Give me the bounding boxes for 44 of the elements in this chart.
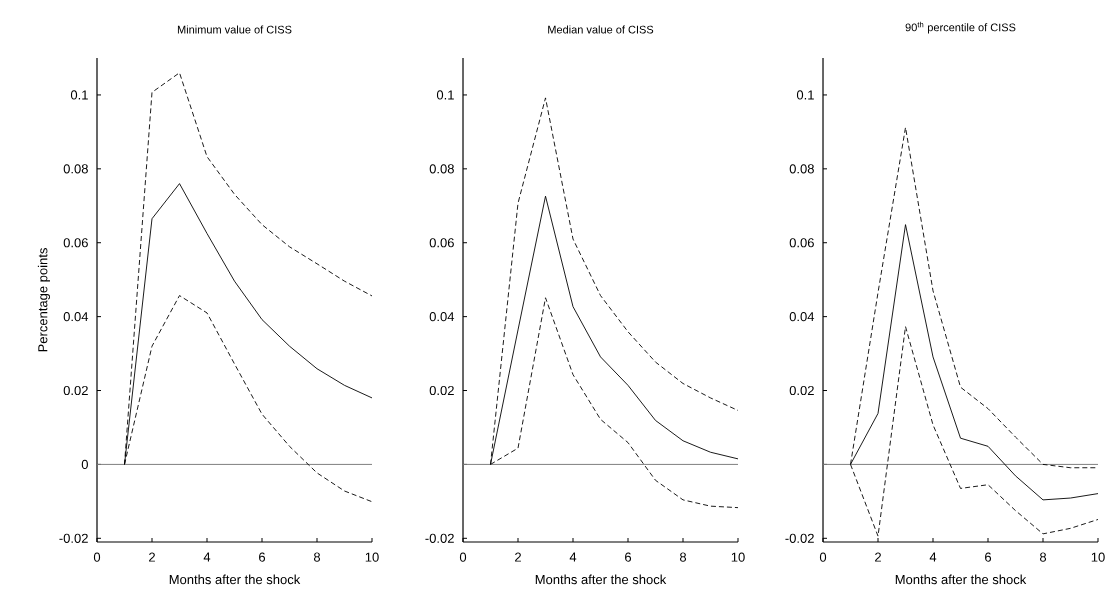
y-tick-label: 0.08 [429,164,454,174]
y-tick-label: 0.04 [429,312,455,322]
y-tick-label: 0 [81,459,88,470]
x-tick-label: 4 [929,552,937,562]
chart-title: Minimum value of CISS [177,25,292,34]
y-axis-title: Percentage points [37,248,50,352]
y-tick-label: 0.08 [789,164,814,174]
x-tick-label: 6 [259,552,266,562]
x-tick-label: 10 [731,552,745,562]
y-tick-label: 0.04 [789,312,815,322]
x-tick-label: 8 [1039,552,1047,562]
y-tick-label: 0.06 [789,238,814,248]
y-tick-label: 0.02 [63,385,88,396]
chart-title: Median value of CISS [548,25,654,34]
y-tick-label: 0.06 [429,238,454,248]
y-tick-label: 0.1 [70,90,88,100]
y-tick-label: 0.06 [63,238,88,248]
x-tick-label: 0 [93,552,101,562]
x-tick-label: 4 [203,552,211,562]
x-tick-label: 0 [459,552,467,562]
x-axis-title: Months after the shock [169,574,301,585]
y-tick-label: 0.02 [429,385,454,396]
x-tick-label: 0 [819,552,827,562]
y-tick-label: -0.02 [425,533,454,543]
x-tick-label: 10 [1091,552,1105,562]
x-tick-label: 6 [625,552,632,562]
y-tick-label: -0.02 [59,533,88,543]
x-tick-label: 4 [569,552,577,562]
x-tick-label: 2 [149,552,155,562]
x-axis-title: Months after the shock [895,574,1027,585]
chart-title: 90$^{th}$ percentile of CISS [905,21,1016,34]
y-tick-label: 0.1 [436,90,454,100]
x-axis-title: Months after the shock [535,574,667,585]
x-tick-label: 8 [679,552,687,562]
y-tick-label: 0.02 [789,385,814,396]
x-tick-label: 8 [313,552,321,562]
x-tick-label: 2 [875,552,881,562]
y-tick-label: 0.08 [63,164,88,174]
x-tick-label: 2 [515,552,521,562]
y-tick-label: 0.1 [796,90,814,100]
y-tick-label: -0.02 [785,533,814,543]
y-tick-label: 0.04 [63,312,89,322]
x-tick-label: 6 [985,552,992,562]
x-tick-label: 10 [365,552,379,562]
